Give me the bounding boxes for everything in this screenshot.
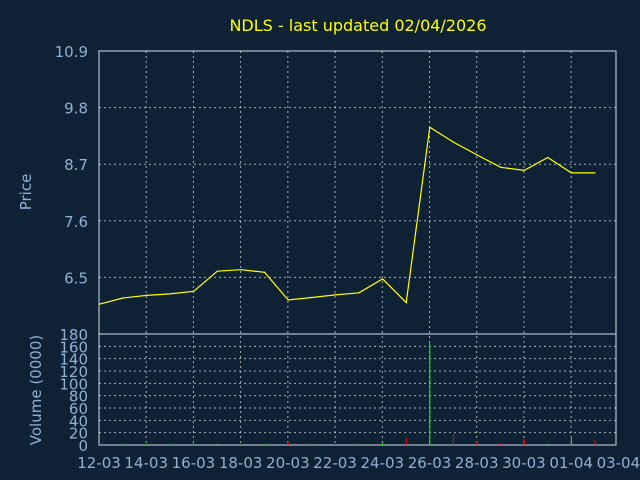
price-point (547, 156, 549, 159)
price-point (405, 302, 407, 304)
price-plot-frame (98, 50, 617, 335)
price-point (240, 269, 242, 271)
price-point (358, 292, 360, 294)
x-tick-label: 20-03 (266, 454, 310, 472)
x-tick-label: 28-03 (455, 454, 499, 472)
x-tick-label: 30-03 (502, 454, 546, 472)
price-point (452, 141, 455, 143)
chart-title: NDLS - last updated 02/04/2026 (229, 16, 486, 35)
x-tick-label: 18-03 (219, 454, 263, 472)
volume-tick-label: 60 (69, 400, 88, 418)
price-tick-label: 7.6 (64, 213, 88, 231)
price-point (476, 154, 478, 156)
price-point (98, 303, 100, 305)
price-point (169, 293, 171, 295)
x-tick-label: 22-03 (313, 454, 357, 472)
volume-bars (98, 343, 596, 445)
x-tick-label: 16-03 (172, 454, 216, 472)
price-point (429, 126, 431, 128)
price-point (216, 270, 218, 272)
volume-tick-label: 160 (59, 338, 88, 356)
volume-tick-label: 40 (69, 412, 88, 430)
price-point (523, 169, 525, 171)
x-tick-label: 14-03 (124, 454, 168, 472)
grid-layer (98, 50, 617, 446)
volume-tick-label: 120 (59, 363, 88, 381)
price-tick-label: 10.9 (55, 43, 88, 61)
volume-tick-label: 80 (69, 388, 88, 406)
price-axis-label: Price (17, 174, 35, 211)
price-point (500, 166, 502, 168)
price-point (311, 296, 313, 299)
volume-tick-label: 140 (59, 351, 88, 369)
volume-tick-label: 180 (59, 326, 88, 344)
x-tick-label: 12-03 (77, 454, 121, 472)
price-line (99, 126, 596, 305)
x-tick-label: 03-04 (597, 454, 640, 472)
price-point (287, 299, 289, 301)
price-point (263, 271, 266, 273)
x-tick-label: 26-03 (408, 454, 452, 472)
volume-tick-label: 0 (78, 437, 88, 455)
tick-labels: 10.99.88.77.66.5180160140120100806040200… (55, 43, 640, 472)
price-point (381, 278, 384, 280)
x-tick-label: 01-04 (549, 454, 593, 472)
price-line-layer (98, 126, 596, 305)
price-tick-label: 9.8 (64, 100, 88, 118)
x-tick-label: 24-03 (360, 454, 404, 472)
price-tick-label: 8.7 (64, 156, 88, 174)
price-point (193, 290, 195, 292)
price-point (145, 294, 148, 297)
price-point (594, 172, 596, 174)
volume-tick-label: 20 (69, 425, 88, 443)
volume-axis-label: Volume (0000) (27, 335, 45, 445)
price-point (570, 172, 573, 174)
price-point (334, 294, 336, 296)
price-point (122, 297, 124, 299)
volume-tick-label: 100 (59, 375, 88, 393)
price-tick-label: 6.5 (64, 269, 88, 287)
volume-plot-frame (98, 333, 617, 446)
